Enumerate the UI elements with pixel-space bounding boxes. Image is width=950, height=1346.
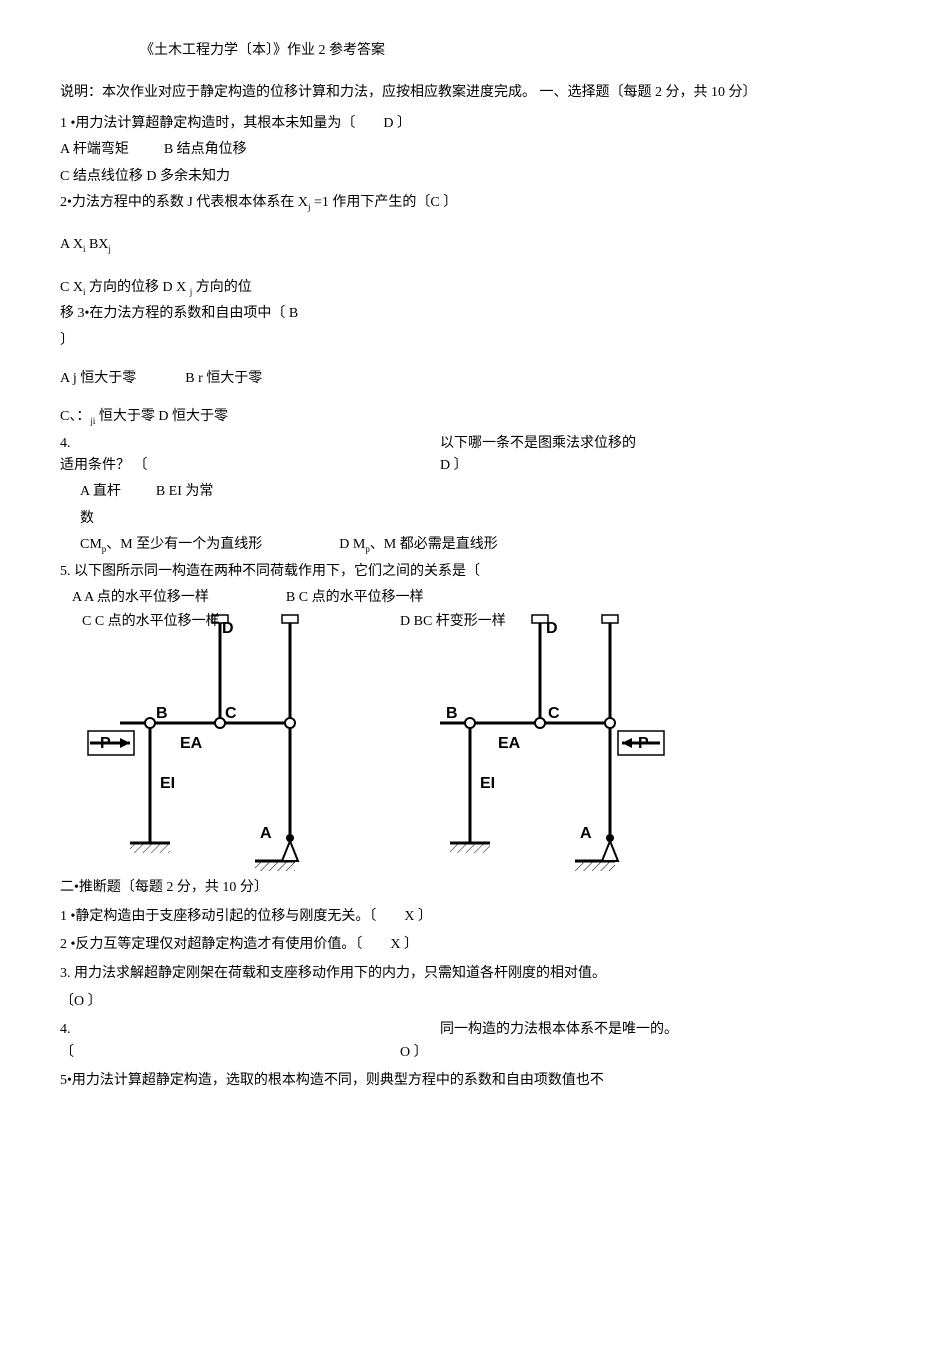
- j4-r2: O 〕: [400, 1042, 428, 1064]
- q2-c-post: 方向的位移: [85, 280, 159, 295]
- j1: 1 •静定构造由于支座移动引起的位移与刚度无关。〔 X 〕: [60, 906, 890, 928]
- j4-l2: 〔: [60, 1042, 400, 1064]
- q3-opts-cd: C、：ji 恒大于零 D 恒大于零: [60, 406, 890, 428]
- figure-left: C C 点的水平位移一样: [60, 613, 360, 873]
- q4-opts-cd: CMp、M 至少有一个为直线形 D Mp、M 都必需是直线形: [80, 534, 890, 556]
- q4-opts-ab: A 直杆 B EI 为常: [80, 481, 890, 503]
- j4-row1: 4. 同一构造的力法根本体系不是唯一的。: [60, 1019, 890, 1041]
- q1-a: A 杆端弯矩: [60, 142, 129, 157]
- q1-b: B 结点角位移: [164, 142, 247, 157]
- q4-b: B EI 为常: [156, 484, 214, 499]
- j5: 5•用力法计算超静定构造，选取的根本构造不同，则典型方程中的系数和自由项数值也不: [60, 1070, 890, 1092]
- q2-b-pre: BX: [85, 237, 108, 252]
- q5-opts-ab: A A 点的水平位移一样 B C 点的水平位移一样: [72, 587, 890, 609]
- svg-text:B: B: [446, 705, 458, 722]
- q4-stem-r1: 以下哪一条不是图乘法求位移的: [440, 433, 636, 455]
- svg-text:EI: EI: [480, 775, 495, 792]
- j4-row2: 〔 O 〕: [60, 1042, 890, 1064]
- q1-opts-ab: A 杆端弯矩 B 结点角位移: [60, 139, 890, 161]
- q2-opts-cd: C Xi 方向的位移 D X j 方向的位: [60, 277, 890, 299]
- svg-text:EA: EA: [498, 735, 521, 752]
- svg-text:A: A: [260, 825, 272, 842]
- svg-text:A: A: [580, 825, 592, 842]
- svg-text:EI: EI: [160, 775, 175, 792]
- section2-title: 二•推断题〔每题 2 分，共 10 分〕: [60, 877, 890, 899]
- q4-c-pre: CM: [80, 537, 102, 552]
- q4-stem-r2: D 〕: [440, 455, 468, 477]
- frame-right-svg: D B C P EA EI A: [400, 613, 700, 873]
- q2-a-pre: A X: [60, 237, 83, 252]
- q1-c: C 结点线位移: [60, 169, 143, 184]
- q5-stem: 5. 以下图所示同一构造在两种不同荷载作用下，它们之间的关系是〔: [60, 561, 890, 583]
- q3-c-post: 恒大于零: [95, 409, 155, 424]
- q2-opts-ab: A Xi BXj: [60, 234, 890, 256]
- q2-stem-post: =1 作用下产生的〔C 〕: [310, 195, 457, 210]
- q2-stem-pre: 2•力法方程中的系数 J 代表根本体系在 X: [60, 195, 308, 210]
- svg-text:P: P: [638, 735, 649, 752]
- svg-text:P: P: [100, 735, 111, 752]
- svg-text:C: C: [548, 705, 560, 722]
- q3-stem: 移 3•在力法方程的系数和自由项中〔 B: [60, 303, 890, 325]
- q4-d-post: 、M 都必需是直线形: [370, 537, 498, 552]
- frame-left-svg: D B C P EA EI A: [60, 613, 360, 873]
- j2: 2 •反力互等定理仅对超静定构造才有使用价值。〔 X 〕: [60, 934, 890, 956]
- q2-c-pre: C X: [60, 280, 83, 295]
- q5-d: D BC 杆变形一样: [400, 611, 506, 633]
- q1-stem: 1 •用力法计算超静定构造时，其根本未知量为〔 D 〕: [60, 113, 890, 135]
- svg-text:B: B: [156, 705, 168, 722]
- q2-d-post: 方向的位: [192, 280, 252, 295]
- q4-b2: 数: [80, 508, 890, 530]
- q4-stem-l2: 适用条件？ 〔: [60, 455, 440, 477]
- intro: 说明：本次作业对应于静定构造的位移计算和力法，应按相应教案进度完成。 一、选择题…: [60, 82, 890, 104]
- q5-c: C C 点的水平位移一样: [82, 611, 220, 633]
- j4-num: 4.: [60, 1019, 440, 1041]
- q4-a: A 直杆: [80, 484, 121, 499]
- q2-d-pre: D X: [159, 280, 190, 295]
- j4-r1: 同一构造的力法根本体系不是唯一的。: [440, 1019, 678, 1041]
- j3b: 〔O 〕: [60, 991, 890, 1013]
- q3-a: A j 恒大于零: [60, 371, 136, 386]
- q5-b: B C 点的水平位移一样: [286, 590, 424, 605]
- q4-row1: 4. 以下哪一条不是图乘法求位移的: [60, 433, 890, 455]
- svg-text:EA: EA: [180, 735, 203, 752]
- q2-b-sub: j: [108, 244, 111, 254]
- doc-title: 《土木工程力学〔本〕》作业 2 参考答案: [140, 40, 890, 62]
- q5-a: A A 点的水平位移一样: [72, 590, 209, 605]
- figure-row: C C 点的水平位移一样: [60, 613, 890, 873]
- q4-row2: 适用条件？ 〔 D 〕: [60, 455, 890, 477]
- q3-b: B r 恒大于零: [185, 371, 262, 386]
- q1-d: D 多余未知力: [146, 169, 230, 184]
- q4-d-pre: D M: [339, 537, 365, 552]
- svg-text:D: D: [546, 620, 558, 637]
- svg-text:C: C: [225, 705, 237, 722]
- q3-d: D 恒大于零: [155, 409, 228, 424]
- q4-num: 4.: [60, 433, 440, 455]
- q1-opts-cd: C 结点线位移 D 多余未知力: [60, 166, 890, 188]
- j3: 3. 用力法求解超静定刚架在荷载和支座移动作用下的内力，只需知道各杆刚度的相对值…: [60, 963, 890, 985]
- q2-stem: 2•力法方程中的系数 J 代表根本体系在 Xj =1 作用下产生的〔C 〕: [60, 192, 890, 214]
- lbl-D-left: D: [222, 620, 234, 637]
- figure-right: D BC 杆变形一样: [400, 613, 700, 873]
- q3-close: 〕: [60, 330, 890, 352]
- q4-c-post: 、M 至少有一个为直线形: [106, 537, 262, 552]
- q3-opts-ab: A j 恒大于零 B r 恒大于零: [60, 368, 890, 390]
- q3-c-pre: C、：: [60, 409, 90, 424]
